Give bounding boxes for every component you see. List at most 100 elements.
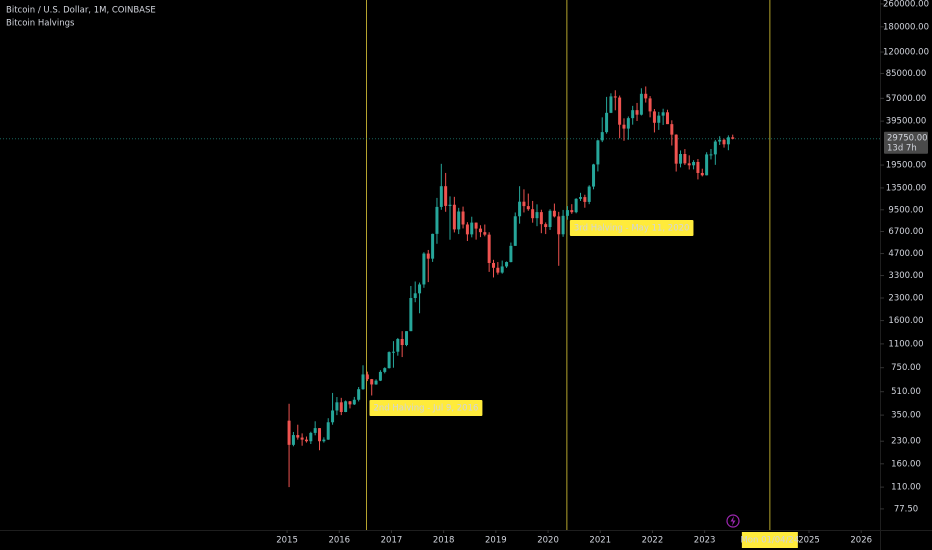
candle-body bbox=[405, 331, 409, 346]
candle-body bbox=[422, 253, 426, 285]
y-tick-label: 1600.00 bbox=[888, 316, 923, 326]
y-tick-label: 57000.00 bbox=[886, 94, 927, 104]
cursor-label: Mon 01/04/24 bbox=[740, 536, 799, 546]
y-tick-label: 350.00 bbox=[891, 411, 921, 421]
y-tick-label: 1100.00 bbox=[888, 339, 923, 349]
candle-body bbox=[665, 112, 669, 125]
candle-body bbox=[570, 210, 574, 213]
candle-body bbox=[461, 211, 465, 225]
candle-body bbox=[548, 210, 552, 228]
candle-body bbox=[344, 401, 348, 412]
candle-body bbox=[487, 234, 491, 263]
x-tick-label: 2015 bbox=[276, 536, 298, 546]
x-tick-label: 2026 bbox=[850, 536, 872, 546]
candle-body bbox=[335, 402, 339, 411]
candle-body bbox=[552, 210, 556, 217]
y-tick-label: 77.50 bbox=[894, 504, 918, 514]
y-tick-label: 4700.00 bbox=[888, 249, 923, 259]
candle-body bbox=[587, 186, 591, 202]
candle-body bbox=[709, 154, 713, 156]
candle-body bbox=[705, 154, 709, 176]
indicator-name: Bitcoin Halvings bbox=[6, 19, 75, 29]
candle-body bbox=[713, 141, 717, 155]
candle-body bbox=[483, 232, 487, 235]
candle-body bbox=[435, 206, 439, 234]
candle-body bbox=[331, 410, 335, 423]
y-tick-label: 2300.00 bbox=[888, 294, 923, 304]
candle-body bbox=[387, 352, 391, 369]
icon-bolt bbox=[730, 516, 736, 526]
candle-body bbox=[605, 112, 609, 133]
candle-body bbox=[557, 216, 561, 235]
candle-body bbox=[648, 98, 652, 112]
candle-body bbox=[413, 293, 417, 299]
candle-body bbox=[322, 439, 326, 442]
candle-body bbox=[365, 374, 369, 380]
y-tick-label: 13500.00 bbox=[886, 183, 927, 193]
candle-body bbox=[661, 112, 665, 116]
candle-body bbox=[518, 201, 522, 217]
x-tick-label: 2025 bbox=[798, 536, 820, 546]
x-tick-label: 2019 bbox=[485, 536, 507, 546]
candle-body bbox=[296, 435, 300, 438]
y-tick-label: 510.00 bbox=[891, 387, 921, 397]
candle-body bbox=[726, 137, 730, 145]
halving-label-bg bbox=[569, 220, 694, 236]
candle-body bbox=[522, 201, 526, 207]
y-tick-label: 19500.00 bbox=[886, 161, 927, 171]
candle-body bbox=[535, 212, 539, 219]
candle-body bbox=[304, 439, 308, 442]
candle-body bbox=[679, 154, 683, 164]
price-tag-bg bbox=[884, 131, 928, 154]
candle-body bbox=[526, 206, 530, 210]
candle-body bbox=[609, 96, 613, 113]
y-tick-label: 180000.00 bbox=[883, 22, 929, 32]
candle-body bbox=[300, 437, 304, 440]
candle-body bbox=[618, 97, 622, 125]
candle-body bbox=[683, 154, 687, 164]
candle-body bbox=[565, 210, 569, 216]
candle-body bbox=[383, 368, 387, 372]
x-tick-label: 2017 bbox=[381, 536, 403, 546]
candle-body bbox=[635, 110, 639, 115]
candle-body bbox=[348, 401, 352, 405]
candle-body bbox=[583, 197, 587, 202]
candle-body bbox=[631, 110, 635, 119]
y-tick-label: 260000.00 bbox=[883, 0, 929, 9]
candle-body bbox=[652, 111, 656, 123]
candle-body bbox=[491, 262, 495, 268]
y-tick-label: 85000.00 bbox=[886, 69, 927, 79]
candle-body bbox=[539, 212, 543, 225]
candle-body bbox=[670, 124, 674, 135]
candle-body bbox=[318, 428, 322, 442]
candle-body bbox=[696, 161, 700, 173]
y-tick-label: 750.00 bbox=[891, 363, 921, 373]
x-tick-label: 2022 bbox=[642, 536, 664, 546]
x-tick-label: 2020 bbox=[537, 536, 559, 546]
x-tick-label: 2021 bbox=[589, 536, 611, 546]
candle-body bbox=[574, 198, 578, 213]
plot bbox=[0, 0, 880, 530]
candle-body bbox=[396, 338, 400, 352]
y-tick-label: 6700.00 bbox=[888, 227, 923, 237]
candle-body bbox=[496, 267, 500, 273]
candle-body bbox=[687, 163, 691, 166]
x-tick-label: 2016 bbox=[328, 536, 350, 546]
candle-body bbox=[452, 204, 456, 230]
candle-body bbox=[313, 428, 317, 433]
candle-body bbox=[592, 164, 596, 187]
lightning-icon[interactable] bbox=[726, 514, 740, 528]
candle-body bbox=[431, 233, 435, 259]
candle-body bbox=[448, 204, 452, 206]
candle-body bbox=[326, 422, 330, 440]
candle-body bbox=[400, 338, 404, 346]
candle-body bbox=[718, 139, 722, 142]
candle-body bbox=[531, 209, 535, 219]
candle-body bbox=[474, 222, 478, 229]
candle-body bbox=[357, 389, 361, 400]
y-tick-label: 110.00 bbox=[891, 483, 921, 493]
candle-body bbox=[561, 215, 565, 235]
candle-body bbox=[291, 435, 295, 445]
